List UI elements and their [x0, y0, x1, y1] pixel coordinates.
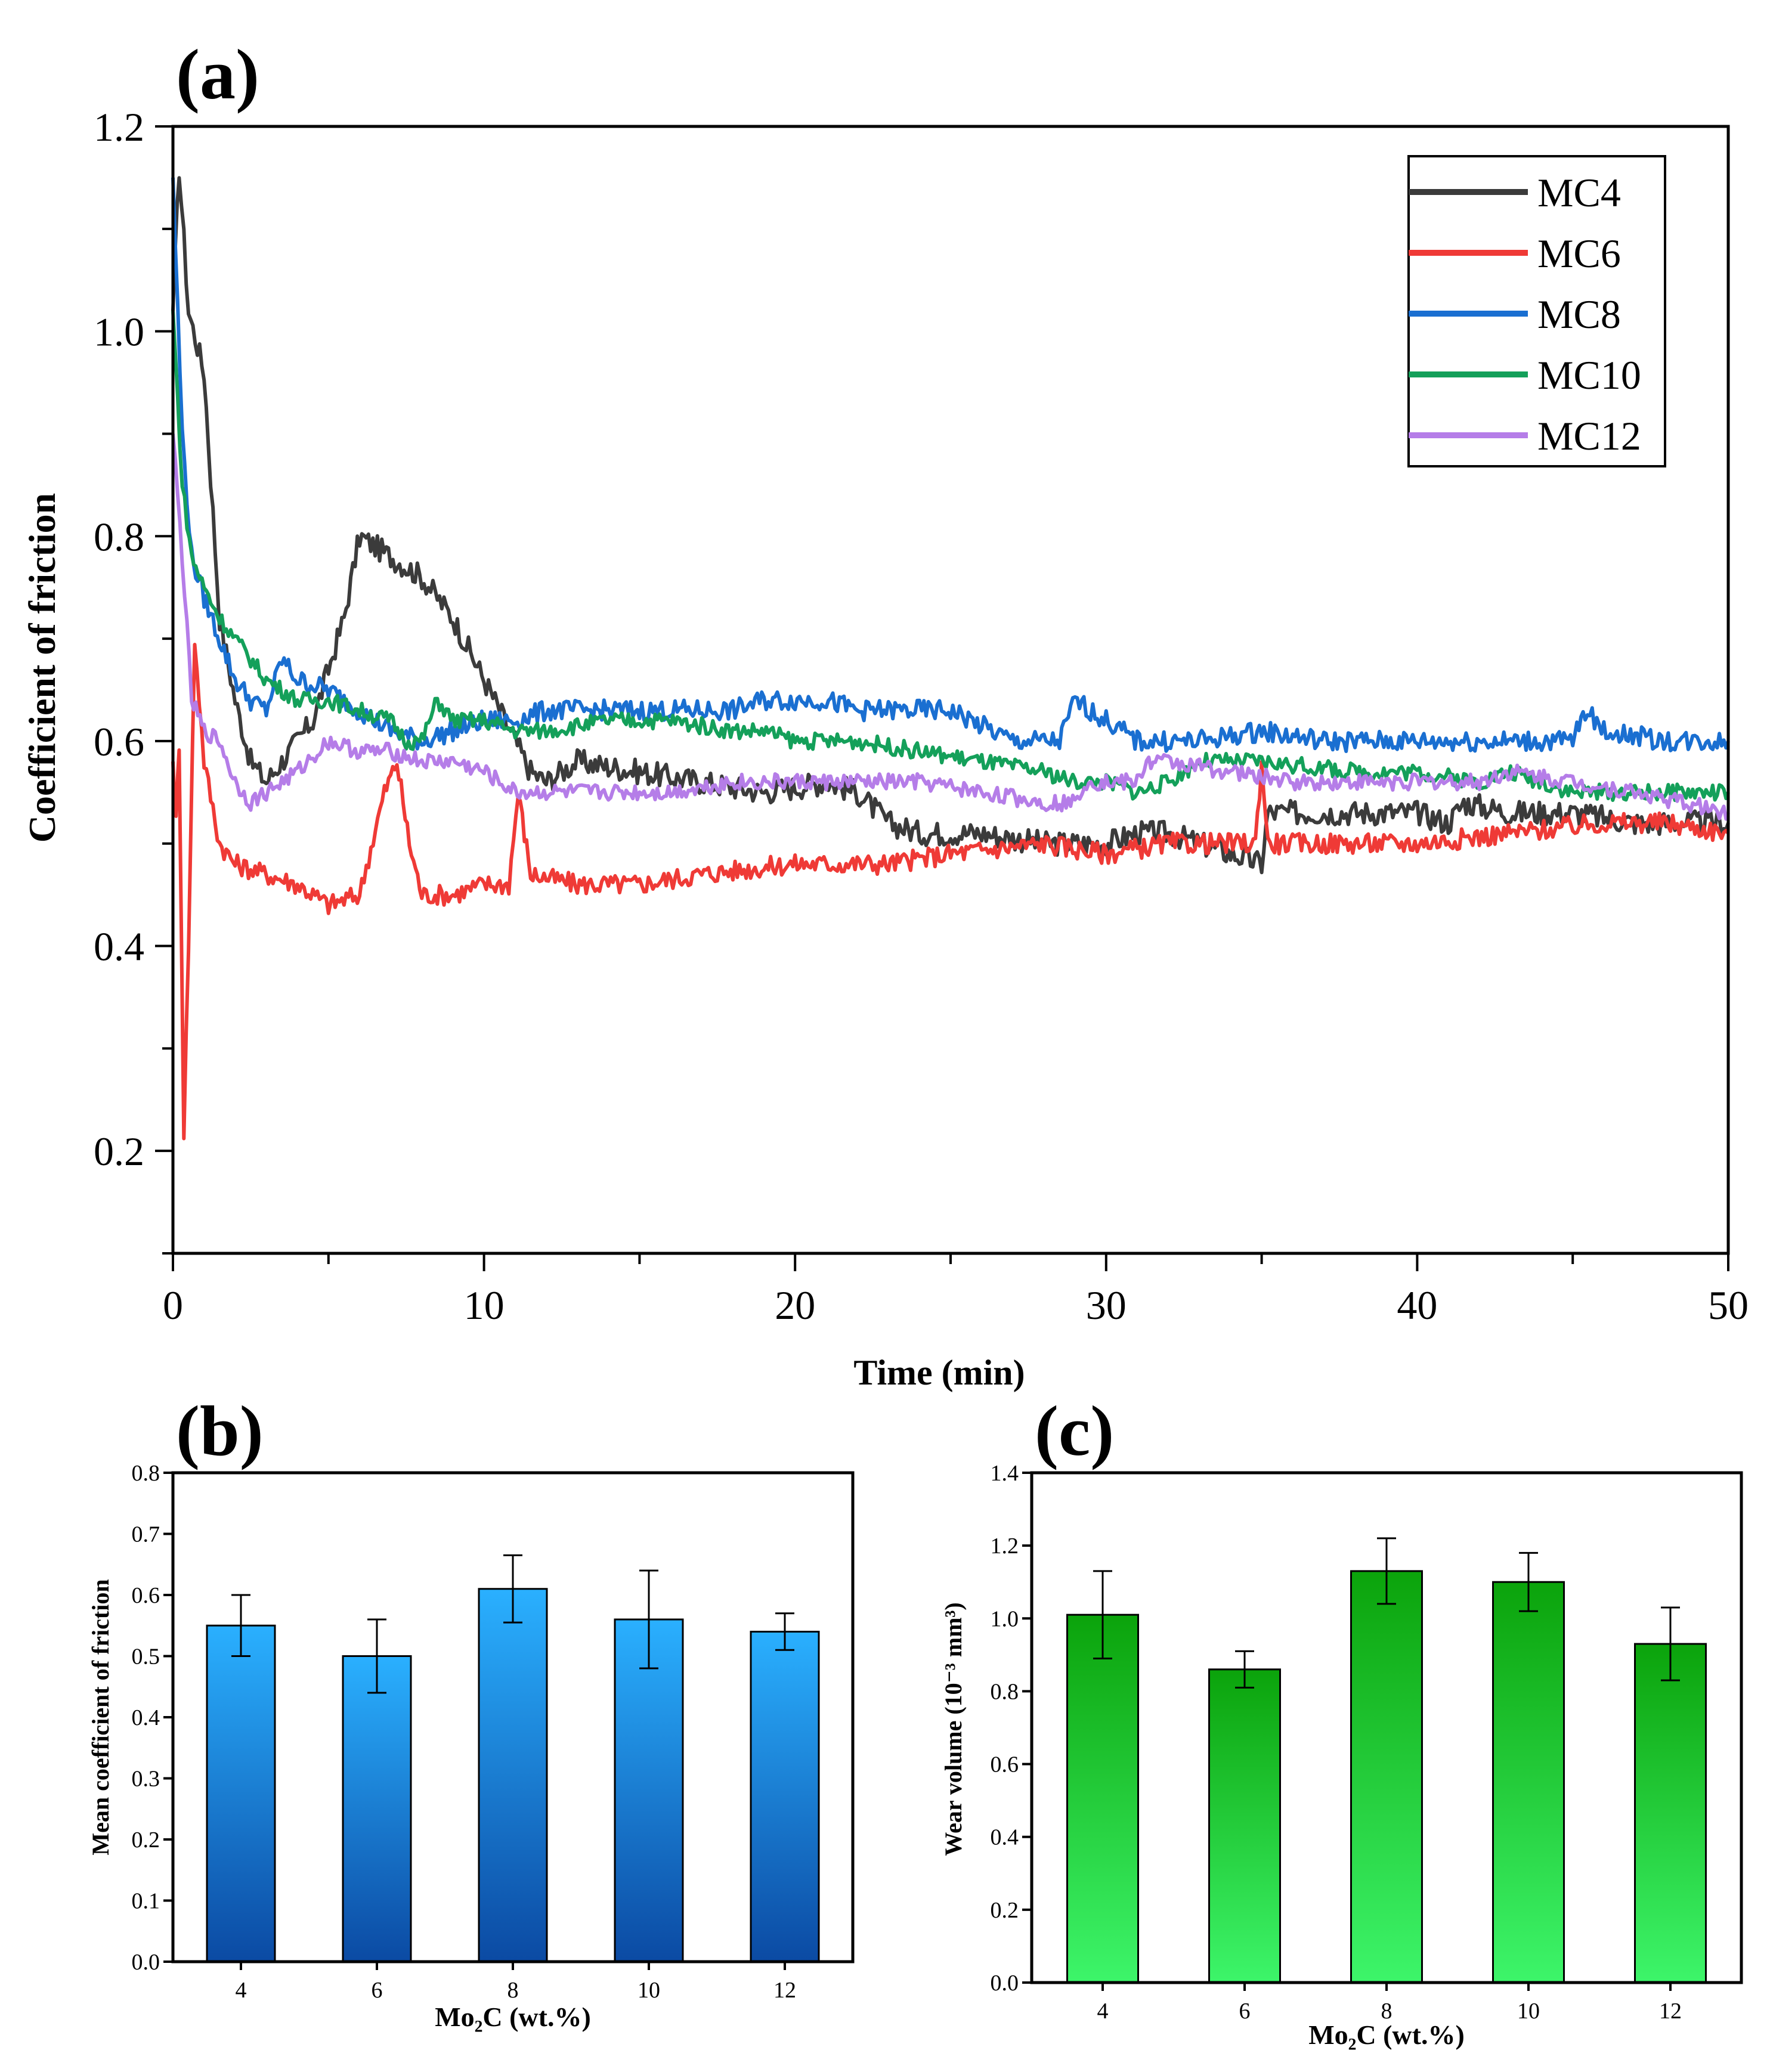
series-line-mc6 — [171, 643, 1730, 1141]
panel-b-xtick-label: 12 — [773, 1978, 796, 2003]
panel-c-xtick-label: 6 — [1239, 1999, 1251, 2024]
panel-c-bar-12 — [1634, 1643, 1707, 1984]
panel-a-ytick-label: 1.2 — [94, 104, 144, 150]
panel-a-xtick-label: 20 — [775, 1283, 815, 1328]
panel-b-label: (b) — [176, 1391, 264, 1470]
series-line-mc4 — [171, 176, 1730, 875]
panel-c-label: (c) — [1035, 1391, 1114, 1470]
panel-c-ytick-label: 0.4 — [991, 1825, 1019, 1850]
panel-b-bar-chart: (b) 4 6 8 10 12 0.0 0.1 0.2 0.3 0.4 0.5 0.6 0.7 0.8 M… — [87, 1391, 855, 2032]
panel-a-ticks: 0 10 20 30 40 50 0.2 0.4 0.6 0.8 1.0 1.2 — [94, 104, 1749, 1328]
panel-c-xlabel: Mo₂C (wt.%) — [1308, 2020, 1465, 2050]
panel-b-ytick-label: 0.1 — [132, 1889, 160, 1914]
panel-b-ytick-label: 0.3 — [132, 1767, 160, 1792]
legend-label-mc8: MC8 — [1537, 292, 1621, 337]
panel-a-ytick-label: 0.4 — [94, 924, 144, 970]
series-line-mc8 — [171, 177, 1730, 753]
panel-a-ytick-label: 1.0 — [94, 309, 144, 355]
panel-b-xlabel: Mo₂C (wt.%) — [435, 2002, 591, 2032]
panel-a-ylabel: Coefficient of friction — [21, 493, 63, 843]
panel-c-bar-10 — [1492, 1581, 1565, 1984]
panel-c-ylabel: Wear volume (10⁻³ mm³) — [940, 1602, 967, 1856]
legend-label-mc12: MC12 — [1537, 413, 1641, 459]
panel-a-xlabel: Time (min) — [853, 1353, 1025, 1392]
panel-c-ytick-label: 1.2 — [991, 1534, 1019, 1559]
panel-b-xtick-label: 10 — [638, 1978, 660, 2003]
panel-c-bar-6 — [1208, 1668, 1281, 1984]
panel-b-bar-6 — [342, 1655, 412, 1963]
panel-b-bar-8 — [478, 1588, 548, 1963]
panel-a-legend: MC4 MC6 MC8 MC10 MC12 — [1407, 155, 1666, 467]
panel-b-ytick-label: 0.0 — [132, 1950, 160, 1975]
panel-b-bar-4 — [206, 1624, 276, 1963]
panel-a-ytick-label: 0.6 — [94, 719, 144, 764]
panel-a-xtick-label: 50 — [1708, 1283, 1749, 1328]
series-line-mc12 — [171, 433, 1730, 821]
panel-c-xtick-label: 12 — [1659, 1999, 1682, 2024]
panel-a-xtick-label: 30 — [1086, 1283, 1127, 1328]
panel-b-ytick-label: 0.6 — [132, 1583, 160, 1608]
panel-b-xtick-label: 4 — [236, 1978, 247, 2003]
panel-c-bar-8 — [1350, 1570, 1423, 1984]
panel-a-ytick-label: 0.2 — [94, 1129, 144, 1174]
panel-b-bar-12 — [750, 1631, 820, 1963]
panel-c-bar-chart: (c) 4 6 8 10 12 0.0 0.2 0.4 0.6 0.8 1.0 1.2 1.4 Mo₂C… — [940, 1391, 1743, 2050]
panel-b-ytick-label: 0.5 — [132, 1644, 160, 1670]
panel-b-ticks: 4 6 8 10 12 0.0 0.1 0.2 0.3 0.4 0.5 0.6 0.7 0.8 — [132, 1461, 797, 2003]
panel-c-ticks: 4 6 8 10 12 0.0 0.2 0.4 0.6 0.8 1.0 1.2 1.4 — [991, 1461, 1682, 2024]
panel-c-xtick-label: 10 — [1517, 1999, 1540, 2024]
panel-b-ytick-label: 0.8 — [132, 1461, 160, 1486]
panel-a-xtick-label: 10 — [464, 1283, 505, 1328]
panel-c-ytick-label: 0.2 — [991, 1898, 1019, 1923]
panel-a-xtick-label: 0 — [163, 1283, 183, 1328]
panel-c-ytick-label: 1.0 — [991, 1606, 1019, 1631]
panel-a-ytick-label: 0.8 — [94, 514, 144, 559]
panel-b-ytick-label: 0.7 — [132, 1522, 160, 1547]
panel-a-plot-area — [171, 176, 1730, 1141]
panel-c-plot-area — [1066, 1537, 1707, 1984]
legend-label-mc4: MC4 — [1537, 170, 1621, 215]
panel-b-ytick-label: 0.4 — [132, 1705, 160, 1730]
panel-b-plot-area — [206, 1554, 820, 1963]
panel-a-xtick-label: 40 — [1397, 1283, 1437, 1328]
panel-c-xtick-label: 8 — [1381, 1999, 1393, 2024]
panel-b-bar-10 — [614, 1618, 684, 1963]
panel-c-bar-4 — [1066, 1613, 1139, 1984]
panel-c-ytick-label: 1.4 — [991, 1461, 1019, 1486]
panel-c-ytick-label: 0.6 — [991, 1752, 1019, 1777]
legend-label-mc10: MC10 — [1537, 352, 1641, 398]
panel-a-line-chart: (a) 0 10 20 30 40 50 0.2 0.4 0.6 0.8 1.0 1.2 Time (… — [21, 35, 1749, 1392]
panel-b-ylabel: Mean coefficient of friction — [87, 1579, 114, 1855]
panel-b-ytick-label: 0.2 — [132, 1828, 160, 1853]
panel-c-ytick-label: 0.0 — [991, 1971, 1019, 1996]
panel-b-xtick-label: 6 — [372, 1978, 383, 2003]
panel-c-xtick-label: 4 — [1097, 1999, 1109, 2024]
panel-c-ytick-label: 0.8 — [991, 1679, 1019, 1704]
panel-a-label: (a) — [176, 35, 259, 114]
panel-b-xtick-label: 8 — [508, 1978, 519, 2003]
legend-label-mc6: MC6 — [1537, 231, 1621, 276]
